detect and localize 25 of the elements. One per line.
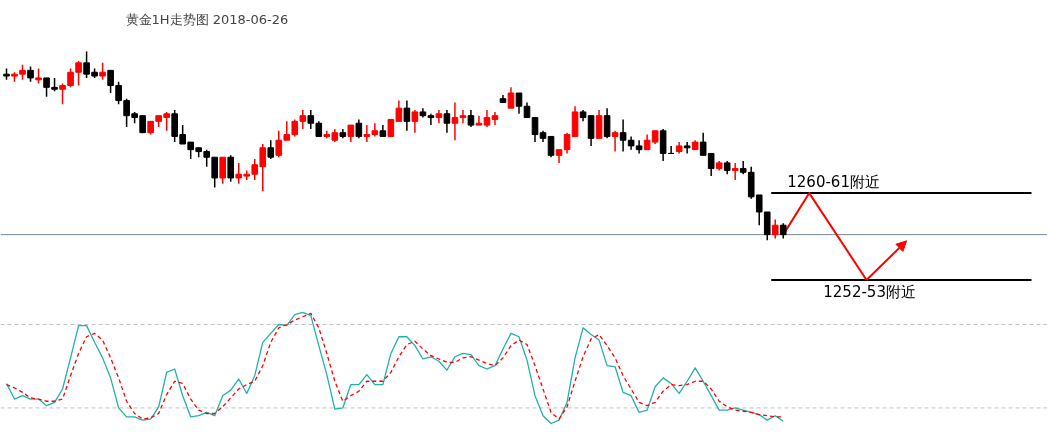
candlestick [547,135,555,158]
candlestick [771,218,779,240]
candlestick [515,92,523,115]
candlestick [595,109,603,140]
candlestick [731,162,739,181]
candlestick [355,118,363,140]
ref-line-label: 1260-61附近 [787,173,880,192]
candlestick [275,130,283,158]
candlestick [563,131,571,155]
candlestick [603,107,611,140]
candlestick [411,109,419,134]
candlestick [531,116,539,143]
candlestick [427,113,435,126]
candlestick [267,139,275,160]
candlestick [619,118,627,153]
chart-title: 黄金1H走势图 2018-06-26 [125,11,289,27]
candlestick [403,99,411,132]
ref-line-label: 1252-53附近 [823,282,916,301]
candlestick [443,109,451,134]
candlestick [683,141,691,155]
candlestick [507,86,515,109]
candlestick [219,156,227,185]
candlestick [227,154,235,183]
candlestick [611,130,619,153]
candlestick [475,114,483,126]
